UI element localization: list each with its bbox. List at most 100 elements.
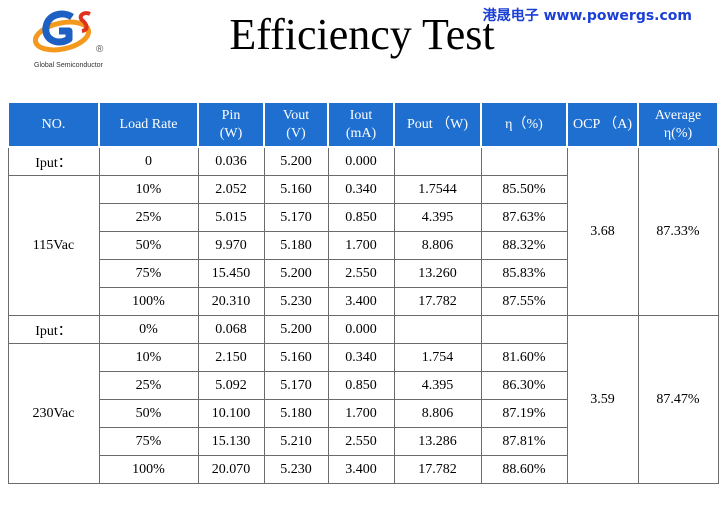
table-row: 50% 10.100 5.180 1.700 8.806 87.19% [8,399,718,428]
table-row: Iput： 0% 0.068 5.200 0.000 3.59 87.47% [7,315,719,484]
cell-pout: 17.782 [393,455,482,484]
header-vout: Vout (V) [263,103,329,148]
cell-load: 50% [98,399,199,428]
header-efficiency: η（%) [480,103,568,148]
table-row: 75% 15.130 5.210 2.550 13.286 87.81% [8,427,718,456]
cell-ocp: 3.59 [566,315,639,484]
cell-pin: 0.068 [197,315,265,344]
page-title: Efficiency Test [229,10,495,59]
cell-eta: 87.81% [480,427,568,456]
cell-vout: 5.200 [263,259,329,288]
cell-pout: 8.806 [393,231,482,260]
cell-voltage: 115Vac [7,175,100,316]
table-header-row: NO. Load Rate Pin (W) Vout (V) Iout (mA) Po… [7,103,719,148]
cell-pin: 15.450 [197,259,265,288]
table-row: 230Vac 10% 2.150 5.160 0.340 1.754 81.60… [7,343,718,484]
cell-eta [480,315,568,344]
cell-load: 25% [98,203,199,232]
company-logo: ® Global Semiconductor [30,8,120,74]
cell-pout [393,315,482,344]
registered-mark: ® [96,44,104,55]
cell-pout: 13.286 [393,427,482,456]
cell-iout: 0.850 [327,203,395,232]
header-load-rate: Load Rate [98,103,199,148]
cell-pin: 15.130 [197,427,265,456]
cell-eta [480,146,568,176]
cell-vout: 5.160 [263,343,329,372]
cell-iout: 0.000 [327,146,395,176]
cell-pout: 1.7544 [393,175,482,204]
cell-load: 75% [98,427,199,456]
cell-vout: 5.200 [263,146,329,176]
cell-pin: 9.970 [197,231,265,260]
cell-load: 0% [98,315,199,344]
table-row: 100% 20.070 5.230 3.400 17.782 88.60% [8,455,718,484]
cell-load: 10% [98,343,199,372]
cell-pout: 8.806 [393,399,482,428]
cell-load: 0 [98,146,199,176]
cell-load: 100% [98,455,199,484]
cell-eta: 88.32% [480,231,568,260]
cell-load: 75% [98,259,199,288]
cell-pout: 4.395 [393,203,482,232]
cell-iout: 0.000 [327,315,395,344]
cell-pin: 0.036 [197,146,265,176]
header-pin: Pin (W) [197,103,265,148]
cell-pout: 1.754 [393,343,482,372]
cell-vout: 5.170 [263,371,329,400]
cell-pin: 10.100 [197,399,265,428]
table-row: Iput： 0 0.036 5.200 0.000 3.68 87.33% [7,146,719,316]
input-label: Iput： [7,146,100,176]
cell-average: 87.47% [637,315,719,484]
cell-pin: 5.092 [197,371,265,400]
cell-iout: 0.340 [327,175,395,204]
watermark-text: 港晟电子 www.powergs.com [482,8,692,24]
cell-vout: 5.230 [263,287,329,316]
cell-pin: 5.015 [197,203,265,232]
cell-pout [393,146,482,176]
cell-vout: 5.180 [263,399,329,428]
cell-eta: 87.63% [480,203,568,232]
cell-pout: 4.395 [393,371,482,400]
cell-iout: 0.340 [327,343,395,372]
cell-load: 100% [98,287,199,316]
header-ocp: OCP （A) [566,103,639,148]
cell-eta: 88.60% [480,455,568,484]
header-iout: Iout (mA) [327,103,395,148]
cell-vout: 5.210 [263,427,329,456]
table-row: 25% 5.015 5.170 0.850 4.395 87.63% [8,203,718,232]
cell-eta: 87.19% [480,399,568,428]
gs-logo-icon [32,10,92,53]
cell-pin: 20.310 [197,287,265,316]
cell-vout: 5.170 [263,203,329,232]
cell-load: 25% [98,371,199,400]
cell-vout: 5.160 [263,175,329,204]
input-label: Iput： [7,315,100,344]
table-row: 75% 15.450 5.200 2.550 13.260 85.83% [8,259,718,288]
cell-iout: 2.550 [327,427,395,456]
cell-vout: 5.180 [263,231,329,260]
cell-pin: 20.070 [197,455,265,484]
header-no: NO. [7,103,100,148]
cell-eta: 87.55% [480,287,568,316]
cell-iout: 1.700 [327,399,395,428]
cell-eta: 86.30% [480,371,568,400]
cell-iout: 2.550 [327,259,395,288]
cell-eta: 85.50% [480,175,568,204]
logo-subtitle: Global Semiconductor [34,62,103,69]
header-pout: Pout （W) [393,103,482,148]
cell-iout: 3.400 [327,287,395,316]
cell-load: 50% [98,231,199,260]
cell-ocp: 3.68 [566,146,639,316]
cell-eta: 85.83% [480,259,568,288]
cell-iout: 1.700 [327,231,395,260]
cell-average: 87.33% [637,146,719,316]
cell-pin: 2.052 [197,175,265,204]
cell-voltage: 230Vac [7,343,100,484]
cell-pin: 2.150 [197,343,265,372]
efficiency-table: NO. Load Rate Pin (W) Vout (V) Iout (mA) Po… [7,103,719,484]
table-row: 100% 20.310 5.230 3.400 17.782 87.55% [8,287,718,316]
cell-vout: 5.230 [263,455,329,484]
cell-eta: 81.60% [480,343,568,372]
cell-iout: 3.400 [327,455,395,484]
